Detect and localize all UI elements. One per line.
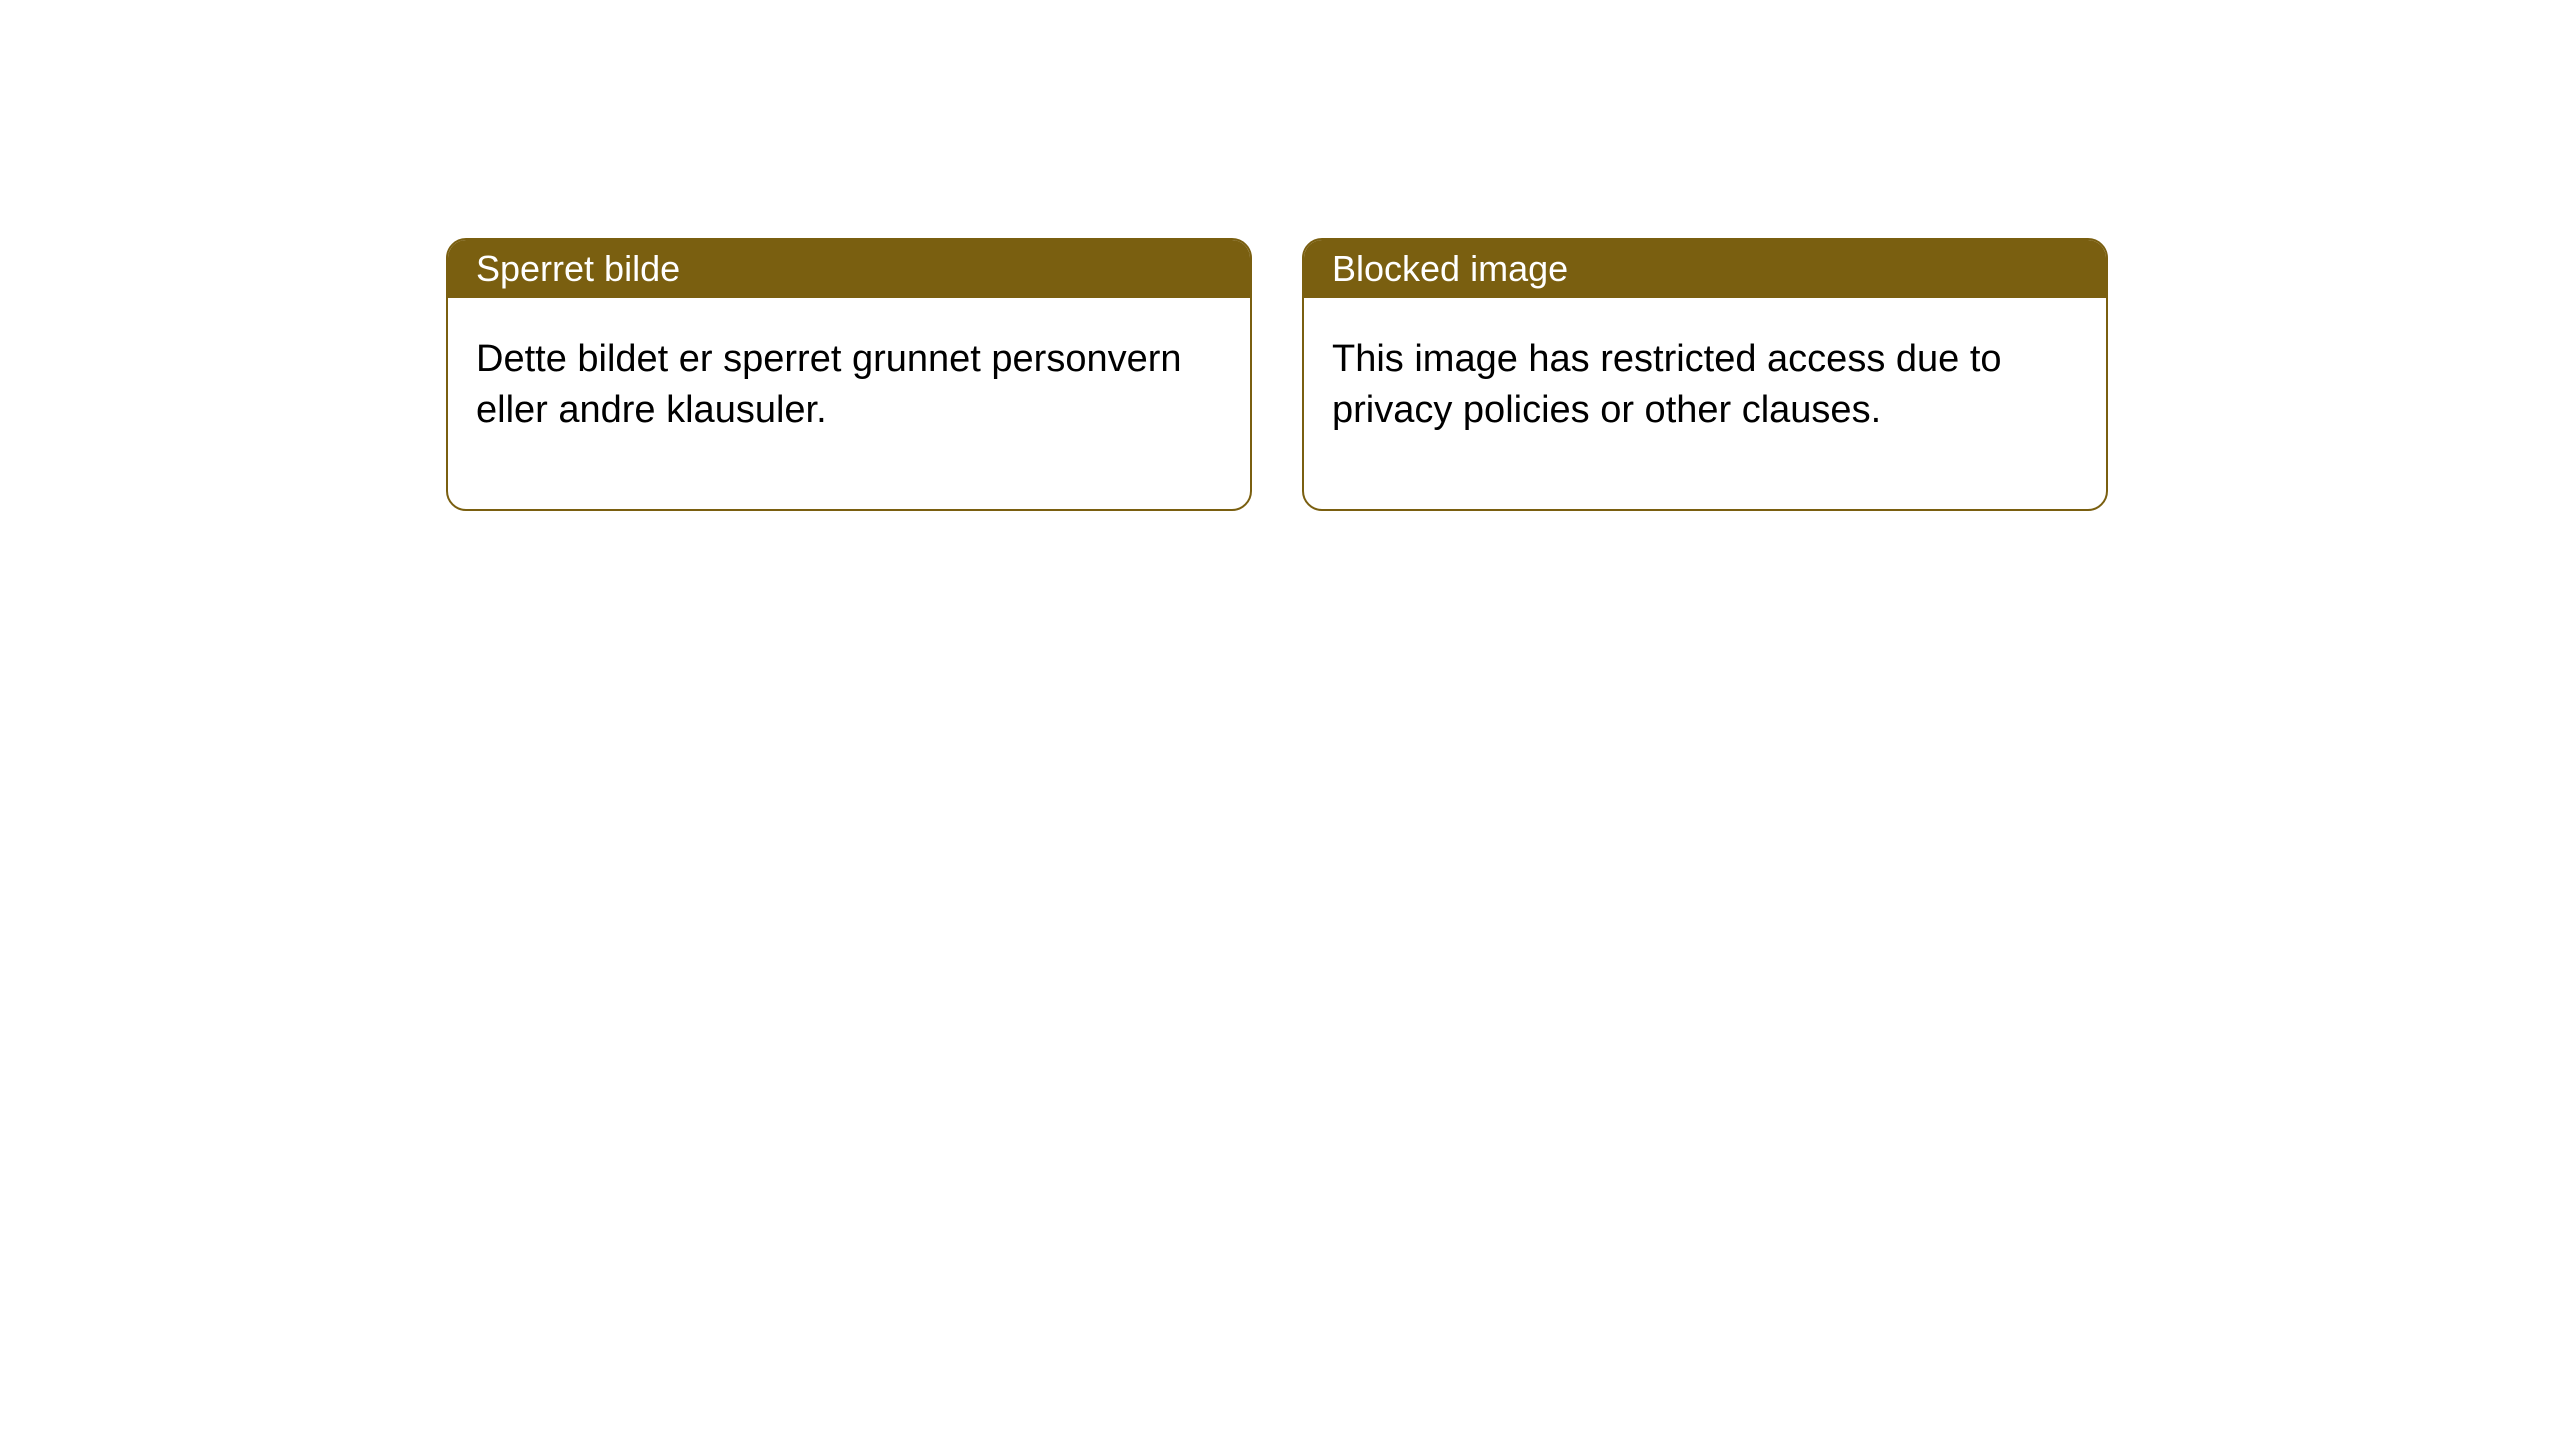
notice-box-norwegian: Sperret bilde Dette bildet er sperret gr… <box>446 238 1252 511</box>
notice-body: Dette bildet er sperret grunnet personve… <box>448 298 1250 509</box>
notice-box-english: Blocked image This image has restricted … <box>1302 238 2108 511</box>
notice-body: This image has restricted access due to … <box>1304 298 2106 509</box>
notice-container: Sperret bilde Dette bildet er sperret gr… <box>0 0 2560 511</box>
notice-header: Sperret bilde <box>448 240 1250 298</box>
notice-header: Blocked image <box>1304 240 2106 298</box>
